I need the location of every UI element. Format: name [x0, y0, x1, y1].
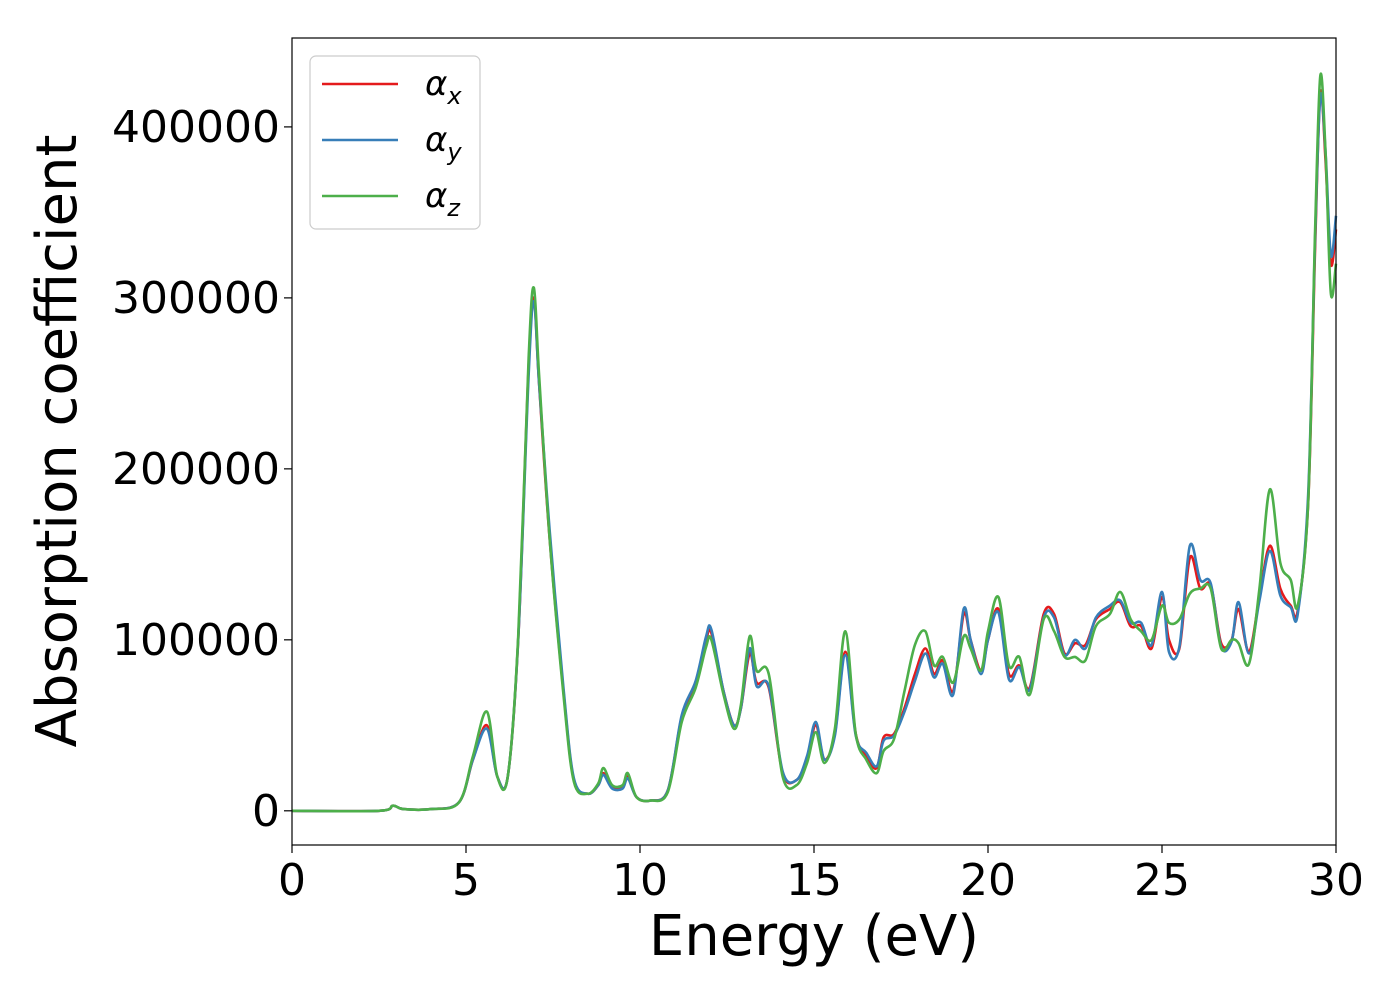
x-tick-label: 10: [612, 855, 668, 906]
y-tick-label: 400000: [112, 102, 280, 153]
y-tick-label: 300000: [112, 273, 280, 324]
x-tick-label: 5: [452, 855, 480, 906]
x-axis-title: Energy (eV): [649, 904, 979, 969]
x-tick-label: 0: [278, 855, 306, 906]
x-tick-label: 25: [1134, 855, 1190, 906]
x-tick-label: 30: [1308, 855, 1364, 906]
y-axis: 0 100000 200000 300000 400000: [112, 102, 292, 837]
y-tick-label: 200000: [112, 444, 280, 495]
x-tick-label: 20: [960, 855, 1016, 906]
y-tick-label: 100000: [112, 615, 280, 666]
x-tick-label: 15: [786, 855, 842, 906]
series-layer: [291, 72, 1338, 813]
y-tick-label: 0: [252, 786, 280, 837]
legend-box: [309, 55, 481, 230]
x-axis: 0 5 10 15 20 25 30: [278, 845, 1364, 906]
series-line-z: [291, 72, 1338, 813]
y-axis-title: Absorption coefficient: [25, 135, 90, 748]
